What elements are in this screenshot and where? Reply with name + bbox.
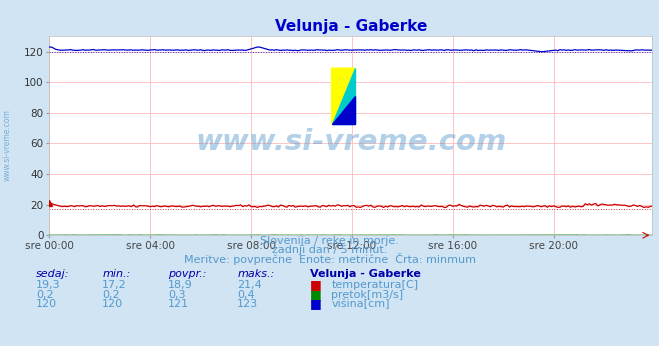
Text: višina[cm]: višina[cm]	[331, 299, 390, 309]
Text: ■: ■	[310, 278, 322, 291]
Text: pretok[m3/s]: pretok[m3/s]	[331, 290, 403, 300]
Text: 19,3: 19,3	[36, 280, 61, 290]
Text: 123: 123	[237, 299, 258, 309]
Text: www.si-vreme.com: www.si-vreme.com	[3, 109, 12, 181]
Polygon shape	[331, 68, 355, 124]
Text: 0,3: 0,3	[168, 290, 186, 300]
Text: povpr.:: povpr.:	[168, 270, 206, 280]
Polygon shape	[331, 96, 355, 124]
Title: Velunja - Gaberke: Velunja - Gaberke	[275, 19, 427, 34]
Text: 121: 121	[168, 299, 189, 309]
Text: Slovenija / reke in morje.: Slovenija / reke in morje.	[260, 236, 399, 246]
Text: 120: 120	[102, 299, 123, 309]
Text: temperatura[C]: temperatura[C]	[331, 280, 418, 290]
Text: 17,2: 17,2	[102, 280, 127, 290]
Text: sedaj:: sedaj:	[36, 270, 70, 280]
Text: 18,9: 18,9	[168, 280, 193, 290]
Text: Velunja - Gaberke: Velunja - Gaberke	[310, 270, 420, 280]
Text: min.:: min.:	[102, 270, 130, 280]
Text: zadnji dan / 5 minut.: zadnji dan / 5 minut.	[272, 245, 387, 255]
Polygon shape	[331, 68, 355, 124]
Text: 21,4: 21,4	[237, 280, 262, 290]
Text: ■: ■	[310, 288, 322, 301]
Text: ■: ■	[310, 297, 322, 310]
Text: 0,2: 0,2	[102, 290, 120, 300]
Text: 0,2: 0,2	[36, 290, 54, 300]
Text: 120: 120	[36, 299, 57, 309]
Text: www.si-vreme.com: www.si-vreme.com	[195, 128, 507, 156]
Text: maks.:: maks.:	[237, 270, 275, 280]
Text: 0,4: 0,4	[237, 290, 255, 300]
Text: Meritve: povprečne  Enote: metrične  Črta: minmum: Meritve: povprečne Enote: metrične Črta:…	[183, 253, 476, 265]
